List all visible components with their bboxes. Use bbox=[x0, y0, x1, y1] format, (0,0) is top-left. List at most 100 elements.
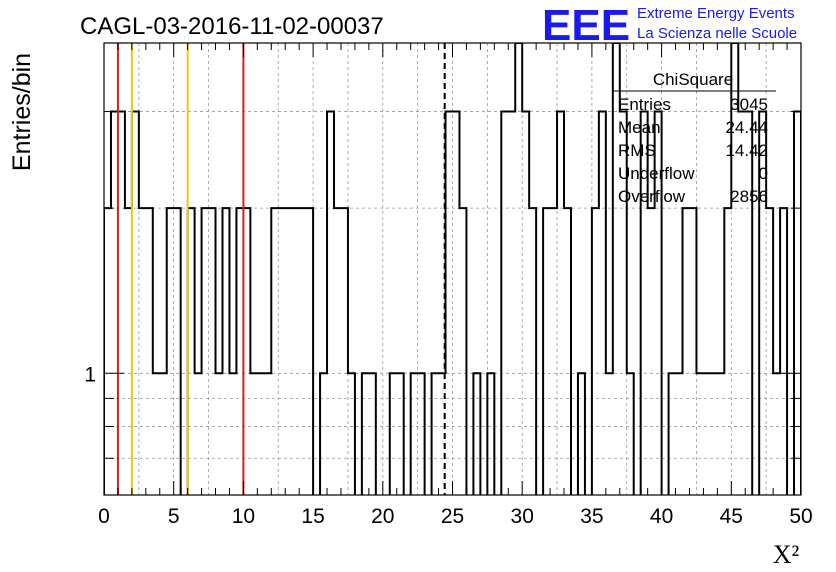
histogram-bin bbox=[202, 208, 209, 495]
histogram-bin bbox=[132, 112, 139, 495]
histogram-bin bbox=[529, 208, 536, 495]
histogram-bin bbox=[669, 373, 676, 495]
histogram-bin bbox=[543, 208, 550, 495]
histogram-bin bbox=[320, 373, 327, 495]
histogram-bin bbox=[285, 208, 292, 495]
x-tick-label: 15 bbox=[301, 505, 324, 528]
histogram-bin bbox=[606, 373, 613, 495]
histogram-bin bbox=[522, 112, 529, 495]
histogram-bin bbox=[689, 208, 696, 495]
stats-rows: Entries 3045 Mean 24.44 RMS 14.42 Underflow 0 Ov… bbox=[618, 95, 768, 206]
x-tick-label: 0 bbox=[98, 505, 110, 528]
histogram-bin bbox=[487, 373, 494, 495]
histogram-bin bbox=[160, 373, 167, 495]
axes: 0 5 10 15 20 25 30 35 40 45 50 1 bbox=[84, 42, 813, 528]
stats-label: RMS bbox=[618, 141, 656, 160]
x-tick-label: 25 bbox=[441, 505, 464, 528]
histogram-bin bbox=[153, 373, 160, 495]
histogram-bin bbox=[104, 208, 111, 495]
histogram-bin bbox=[703, 373, 710, 495]
x-axis-label: X² bbox=[773, 540, 800, 569]
stats-label: Mean bbox=[618, 118, 661, 137]
x-tick-label: 40 bbox=[650, 505, 673, 528]
stats-value: 14.42 bbox=[725, 141, 768, 160]
y-axis-label: Entries/bin bbox=[8, 53, 36, 171]
histogram-bin bbox=[125, 208, 132, 495]
histogram-bin bbox=[118, 112, 125, 495]
eee-logo: EEE Extreme Energy Events La Scienza nel… bbox=[542, 1, 797, 50]
histogram-bin bbox=[578, 373, 585, 495]
histogram-bin bbox=[627, 373, 634, 495]
histogram-bin bbox=[550, 208, 557, 495]
histogram-bin bbox=[167, 208, 174, 495]
histogram-bin bbox=[236, 208, 243, 495]
histogram-bin bbox=[724, 208, 731, 495]
stats-value: 3045 bbox=[730, 95, 768, 114]
histogram-bin bbox=[648, 208, 655, 495]
histogram-bin bbox=[348, 373, 355, 495]
histogram-bin bbox=[717, 373, 724, 495]
histogram-bin bbox=[334, 208, 341, 495]
histogram-bin bbox=[369, 373, 376, 495]
histogram-bin bbox=[174, 208, 181, 495]
stats-label: Entries bbox=[618, 95, 671, 114]
histogram-bin bbox=[696, 373, 703, 495]
eee-logo-text: EEE bbox=[542, 1, 630, 50]
histogram-bin bbox=[676, 373, 683, 495]
histogram-bin bbox=[766, 208, 773, 495]
histogram-bin bbox=[780, 208, 787, 495]
histogram-bin bbox=[278, 208, 285, 495]
histogram-bin bbox=[195, 373, 202, 495]
histogram-bin bbox=[599, 112, 606, 495]
histogram-bin bbox=[738, 112, 745, 495]
histogram-bin bbox=[222, 208, 229, 495]
histogram-bin bbox=[710, 373, 717, 495]
histogram-bin bbox=[257, 373, 264, 495]
histogram-bin bbox=[292, 208, 299, 495]
x-tick-label: 5 bbox=[168, 505, 180, 528]
histogram-bin bbox=[327, 112, 334, 495]
histogram-bin bbox=[299, 208, 306, 495]
logo-line-2: La Scienza nelle Scuole bbox=[637, 25, 797, 42]
x-tick-label: 10 bbox=[232, 505, 255, 528]
logo-line-1: Extreme Energy Events bbox=[637, 5, 795, 22]
y-tick-label: 1 bbox=[84, 363, 96, 386]
histogram-bin bbox=[390, 373, 397, 495]
histogram-bin bbox=[557, 112, 564, 495]
histogram-bin bbox=[453, 112, 460, 495]
histogram-bin bbox=[146, 208, 153, 495]
x-tick-label: 20 bbox=[371, 505, 394, 528]
histogram bbox=[104, 43, 801, 495]
histogram-bin bbox=[459, 208, 466, 495]
stats-value: 0 bbox=[759, 164, 768, 183]
stats-box: ChiSquare Entries 3045 Mean 24.44 RMS 14.42 Un… bbox=[612, 70, 776, 206]
histogram-bin bbox=[473, 373, 480, 495]
histogram-bin bbox=[432, 373, 439, 495]
histogram-bin bbox=[683, 208, 690, 495]
histogram-bin bbox=[341, 208, 348, 495]
histogram-bin bbox=[306, 208, 313, 495]
histogram-bin bbox=[508, 112, 515, 495]
histogram-bin bbox=[745, 112, 752, 495]
histogram-bin bbox=[592, 208, 599, 495]
histogram-bin bbox=[397, 373, 404, 495]
histogram-bin bbox=[773, 373, 780, 495]
chart-title: CAGL-03-2016-11-02-00037 bbox=[80, 13, 384, 40]
histogram-bin bbox=[794, 112, 801, 495]
histogram-bin bbox=[501, 112, 508, 495]
stats-label: Overflow bbox=[618, 187, 686, 206]
histogram-bin bbox=[362, 373, 369, 495]
reference-lines bbox=[116, 43, 446, 495]
histogram-bin bbox=[264, 373, 271, 495]
stats-value: 2856 bbox=[730, 187, 768, 206]
histogram-bin bbox=[564, 208, 571, 495]
histogram-bin bbox=[271, 208, 278, 495]
histogram-bin bbox=[188, 208, 195, 495]
histogram-bin bbox=[111, 112, 118, 495]
x-tick-label: 45 bbox=[720, 505, 743, 528]
x-tick-label: 30 bbox=[511, 505, 534, 528]
x-tick-label: 35 bbox=[580, 505, 603, 528]
histogram-bin bbox=[229, 373, 236, 495]
histogram-bin bbox=[411, 373, 418, 495]
stats-title: ChiSquare bbox=[653, 70, 733, 89]
